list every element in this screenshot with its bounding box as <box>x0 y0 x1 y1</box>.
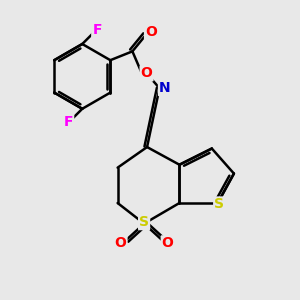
Text: O: O <box>115 236 127 250</box>
Text: F: F <box>64 115 73 129</box>
Text: F: F <box>92 23 102 38</box>
Text: O: O <box>145 25 157 39</box>
Text: S: S <box>214 197 224 212</box>
Text: O: O <box>141 66 152 80</box>
Text: O: O <box>162 236 174 250</box>
Text: N: N <box>159 81 171 95</box>
Text: S: S <box>139 215 149 229</box>
